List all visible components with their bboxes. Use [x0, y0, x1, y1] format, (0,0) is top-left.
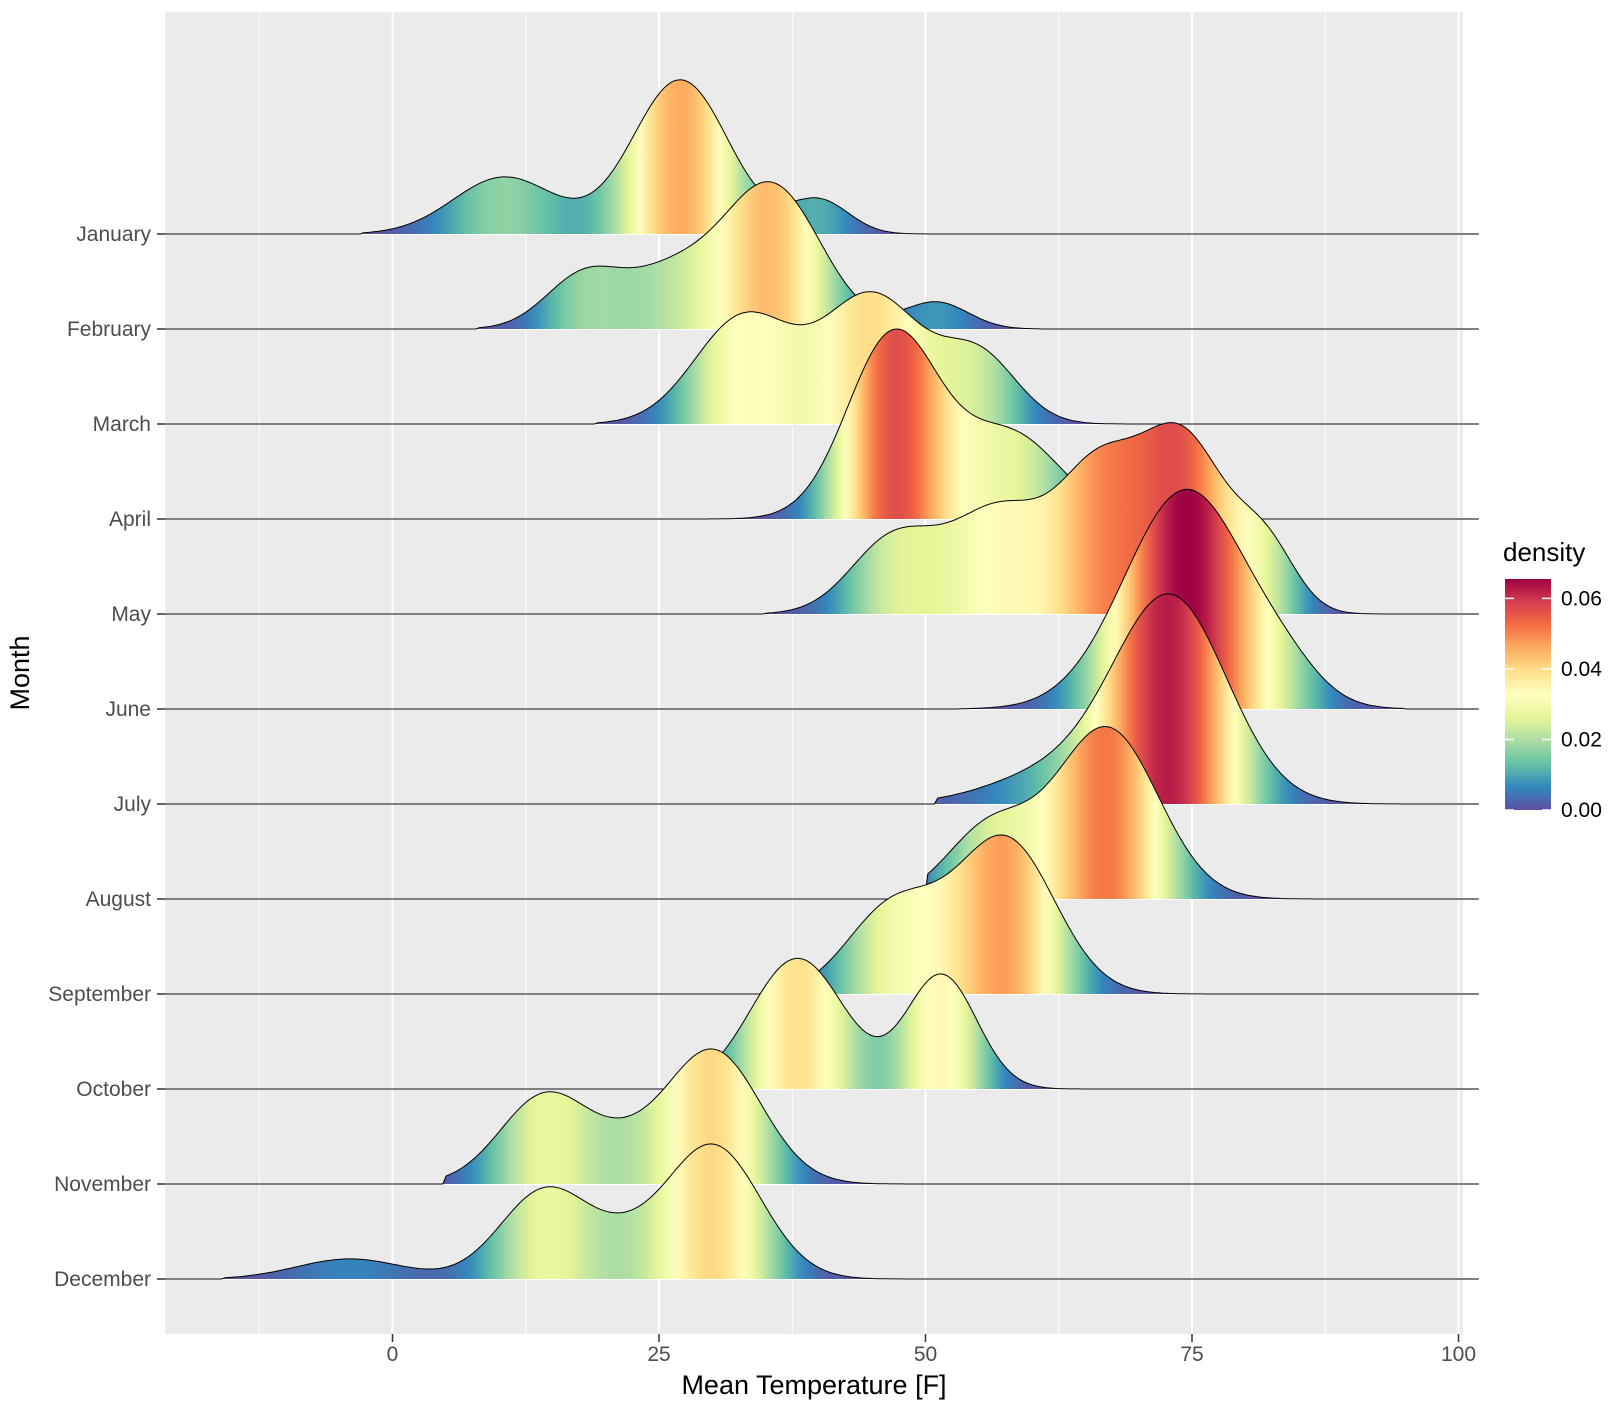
- ridge-line-february: [159, 181, 1479, 330]
- x-tick-label: 75: [1180, 1343, 1203, 1366]
- ridge-january: [159, 79, 1479, 235]
- ridge-line-march: [159, 291, 1479, 425]
- ridge-area-october: [159, 958, 1479, 1089]
- ridge-august: [159, 725, 1479, 900]
- y-tick-label: March: [93, 413, 151, 436]
- ridge-area-august: [159, 726, 1479, 899]
- ridge-line-august: [159, 725, 1479, 900]
- y-tick-label: January: [76, 223, 151, 246]
- legend-label: 0.06: [1561, 587, 1602, 610]
- ridge-july: [159, 593, 1479, 805]
- ridge-december: [159, 1143, 1479, 1280]
- x-axis-title: Mean Temperature [F]: [681, 1370, 946, 1400]
- ridge-october: [159, 957, 1479, 1090]
- ridge-november: [159, 1048, 1479, 1185]
- ridge-area-november: [159, 1048, 1479, 1184]
- y-tick-label: August: [86, 888, 152, 911]
- ridge-line-november: [159, 1048, 1479, 1185]
- ridge-line-january: [159, 79, 1479, 235]
- ridge-line-june: [159, 488, 1479, 710]
- y-tick-label: December: [54, 1268, 151, 1291]
- ridge-line-july: [159, 593, 1479, 805]
- legend: density 0.00 0.02 0.04 0.06: [1503, 537, 1602, 822]
- y-tick-label: September: [48, 983, 151, 1006]
- x-axis: 0 25 50 75 100: [387, 1334, 1476, 1366]
- x-tick-label: 100: [1441, 1343, 1476, 1366]
- ridge-march: [159, 291, 1479, 425]
- legend-colorbar: [1505, 579, 1551, 810]
- y-tick-label: April: [109, 508, 151, 531]
- legend-label: 0.00: [1561, 799, 1602, 822]
- x-tick-label: 0: [387, 1343, 399, 1366]
- ridge-area-march: [159, 291, 1479, 424]
- x-tick-label: 50: [914, 1343, 937, 1366]
- legend-label: 0.04: [1561, 658, 1602, 681]
- x-tick-label: 25: [647, 1343, 670, 1366]
- ridge-area-january: [159, 79, 1479, 234]
- y-axis: January February March April May June July Augu…: [48, 223, 165, 1291]
- y-tick-label: July: [114, 793, 152, 816]
- legend-label: 0.02: [1561, 728, 1602, 751]
- ridges: [159, 79, 1479, 1280]
- y-tick-label: February: [67, 318, 152, 341]
- ridge-area-december: [159, 1143, 1479, 1279]
- legend-title: density: [1503, 537, 1585, 567]
- y-axis-title: Month: [5, 635, 35, 710]
- ridge-line-may: [159, 422, 1479, 615]
- y-tick-label: May: [111, 603, 151, 626]
- y-tick-label: October: [76, 1078, 151, 1101]
- ridge-area-february: [159, 181, 1479, 329]
- y-tick-label: June: [105, 698, 151, 721]
- ridge-area-april: [159, 329, 1479, 519]
- y-tick-label: November: [54, 1173, 151, 1196]
- ridge-area-july: [159, 593, 1479, 804]
- ridge-line-december: [159, 1143, 1479, 1280]
- ridge-february: [159, 181, 1479, 330]
- ridge-line-october: [159, 957, 1479, 1090]
